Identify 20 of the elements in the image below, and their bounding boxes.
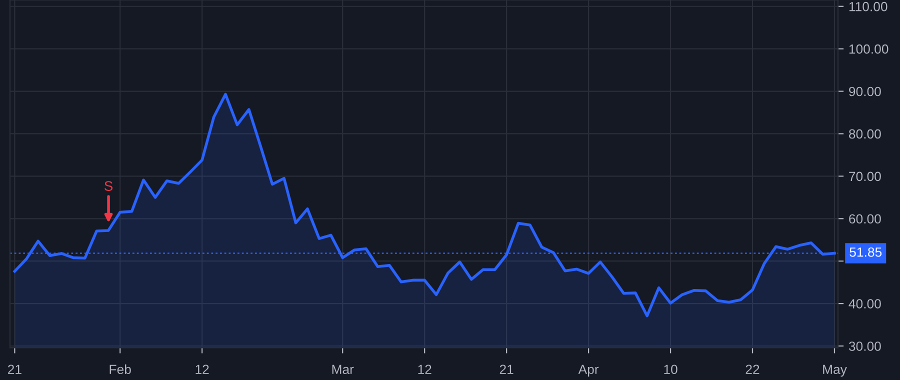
- x-tick-label: 10: [664, 364, 678, 374]
- y-tick-label: 40.00: [848, 299, 881, 308]
- x-tick-label: 21: [500, 364, 514, 374]
- y-tick-label: 60.00: [849, 214, 881, 224]
- y-tick-label: 110.00: [849, 2, 888, 12]
- x-tick-label: 12: [418, 364, 432, 374]
- x-tick-label: Apr: [578, 364, 599, 377]
- x-tick-label: Mar: [332, 364, 354, 374]
- y-tick-label: 80.00: [848, 129, 881, 139]
- x-tick-label: May: [823, 364, 847, 377]
- y-tick-label: 90.00: [849, 86, 881, 96]
- y-tick-label: 30.00: [848, 342, 881, 351]
- x-tick-label: Feb: [110, 364, 131, 374]
- x-tick-label: 12: [196, 364, 209, 374]
- x-tick-label: 21: [8, 364, 22, 374]
- ref-line-label: 51.85: [850, 247, 882, 257]
- x-tick-label: 22: [746, 364, 760, 374]
- y-tick-label: 70.00: [849, 172, 881, 182]
- y-tick-label: 100.00: [849, 44, 888, 54]
- annotation: S: [104, 181, 113, 191]
